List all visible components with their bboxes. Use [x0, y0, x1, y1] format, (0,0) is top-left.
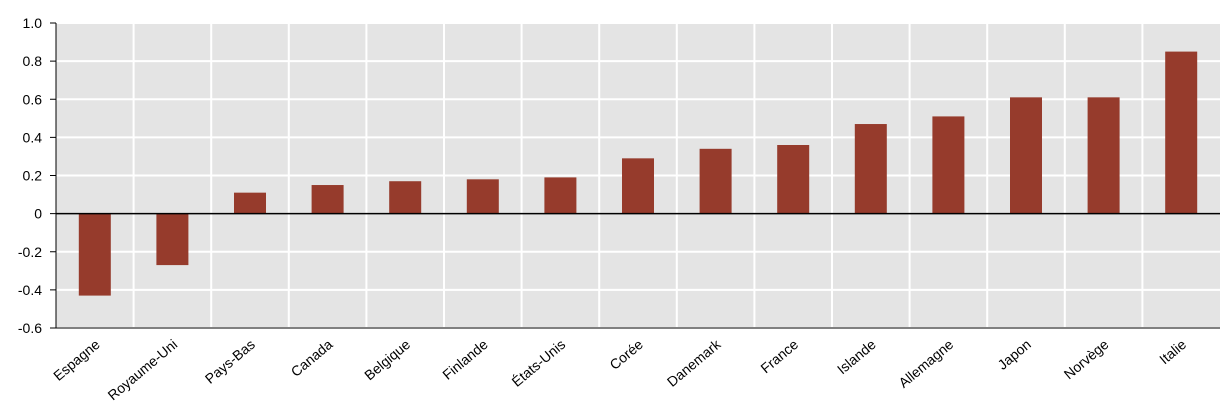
bar-2 [156, 213, 189, 266]
y-tick-label: 0.6 [23, 91, 43, 107]
x-category-label: Canada [288, 336, 336, 380]
bar-3 [234, 192, 266, 214]
x-category-label: Islande [834, 336, 879, 377]
x-category-label: Corée [606, 336, 646, 373]
x-category-label: Allemagne [895, 336, 956, 391]
bar-10 [777, 145, 810, 214]
y-axis-ticks: 1.0 0.8 0.6 0.4 0.2 0 -0.2 -0.4 -0.6 [18, 15, 56, 336]
y-tick-label: 0.2 [23, 168, 43, 184]
bar-9 [699, 148, 732, 214]
y-tick-label: -0.4 [18, 282, 42, 298]
x-category-label: Danemark [664, 335, 725, 389]
y-tick-label: -0.2 [18, 244, 42, 260]
x-category-label: France [757, 336, 801, 376]
bars [78, 51, 1198, 296]
bar-13 [1010, 97, 1042, 214]
y-tick-label: -0.6 [18, 320, 42, 336]
x-category-label: Finlande [439, 336, 491, 383]
bar-5 [389, 181, 422, 214]
x-category-label: États-Unis [509, 336, 569, 390]
bar-4 [311, 185, 344, 214]
x-category-label: Pays-Bas [202, 336, 258, 387]
bar-14 [1087, 97, 1120, 214]
x-category-label: Italie [1156, 336, 1189, 367]
x-category-label: Espagne [50, 336, 103, 384]
bar-12 [932, 116, 965, 214]
bar-7 [544, 177, 577, 214]
y-tick-label: 1.0 [23, 15, 43, 31]
x-category-label: Royaume-Uni [104, 336, 180, 403]
bar-6 [466, 179, 499, 214]
bar-1 [78, 213, 111, 296]
y-tick-label: 0.4 [23, 129, 43, 145]
x-axis-labels: Espagne Royaume-Uni Pays-Bas Canada Belgique… [50, 335, 1189, 403]
y-tick-label: 0.8 [23, 53, 43, 69]
x-category-label: Belgique [361, 336, 413, 383]
x-category-label: Norvège [1061, 336, 1112, 382]
bar-15 [1165, 51, 1198, 214]
bar-11 [854, 124, 887, 214]
y-tick-label: 0 [34, 206, 42, 222]
x-category-label: Japon [994, 336, 1034, 373]
bar-8 [622, 158, 654, 214]
